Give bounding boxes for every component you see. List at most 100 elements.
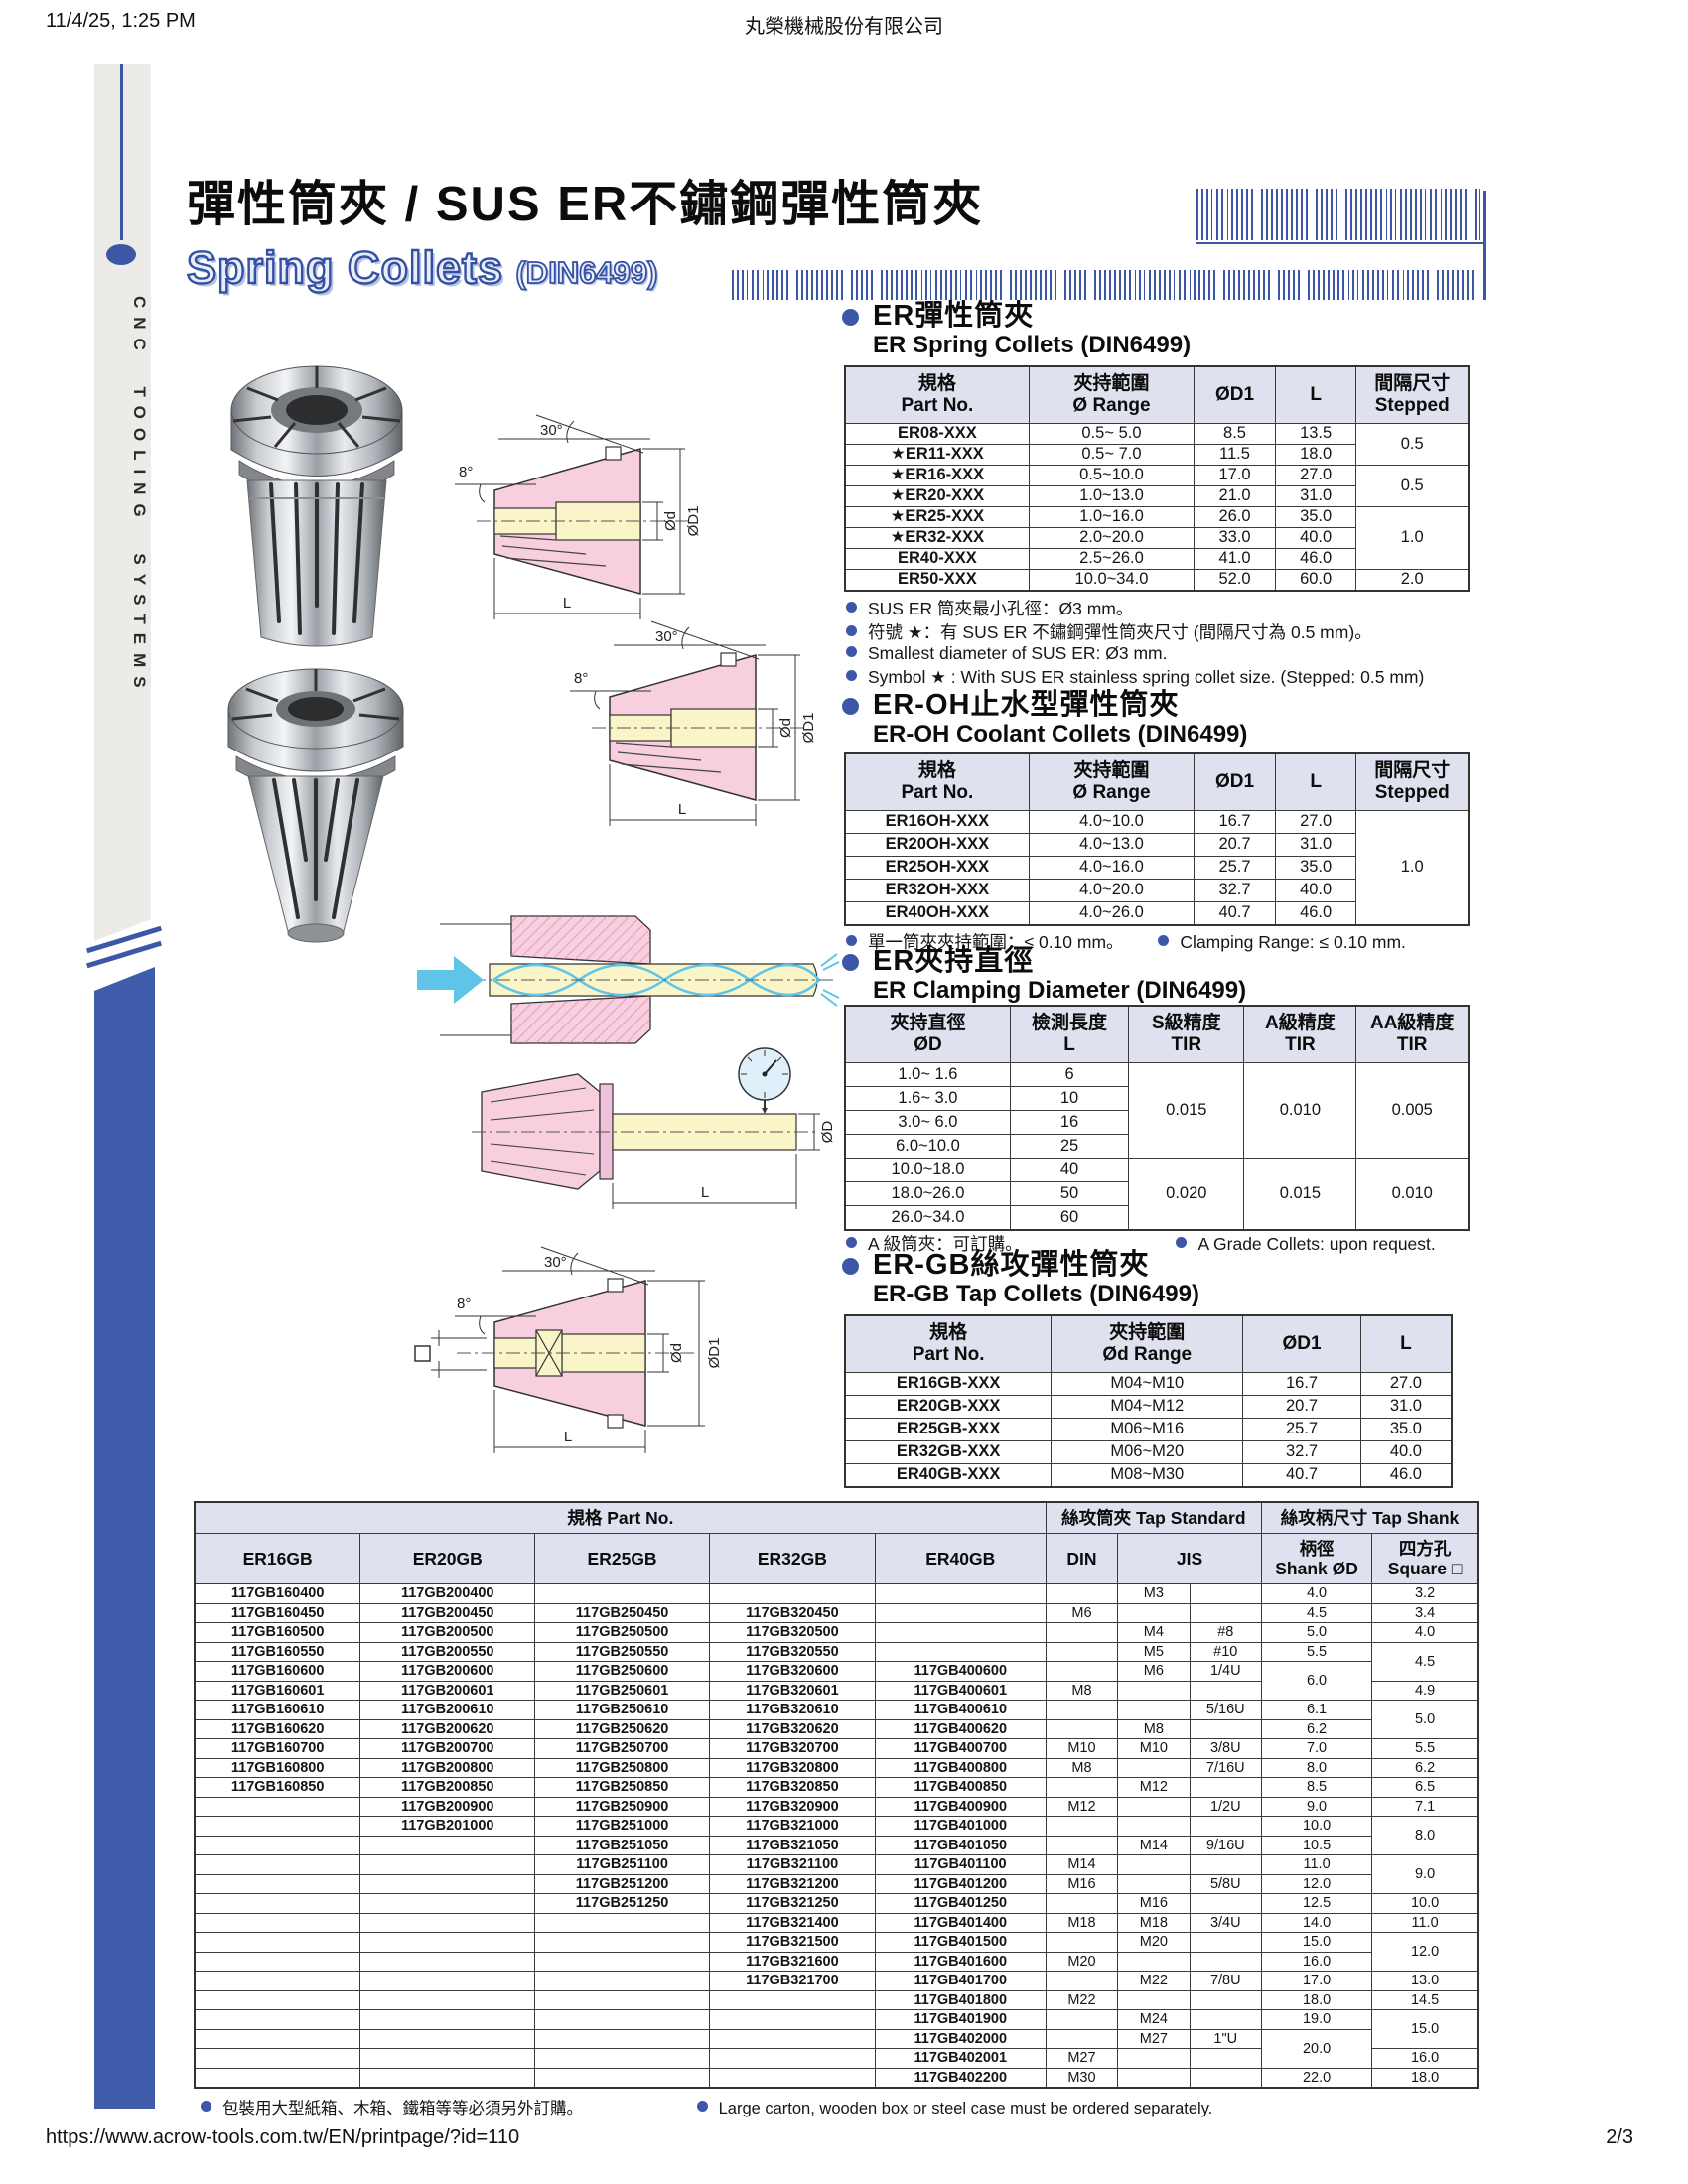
table-cell: 10.0 xyxy=(1260,1816,1373,1837)
page-subtitle: Spring Collets (DIN6499) xyxy=(186,241,659,294)
table-cell xyxy=(359,2048,536,2069)
table-cell: 117GB200500 xyxy=(359,1622,536,1643)
table-row: 1.0~ 1.6 6 0.015 0.010 0.005 xyxy=(844,1061,1470,1159)
table-cell xyxy=(708,2028,876,2050)
table-cell: 25 xyxy=(1009,1133,1130,1159)
table-cell: 117GB160400 xyxy=(194,1583,361,1604)
note-text: 符號 ★：有 SUS ER 不鏽鋼彈性筒夾尺寸 (間隔尺寸為 0.5 mm)。 xyxy=(868,622,1372,642)
table-row: 117GB402200 M30 22.0 18.0 xyxy=(194,2067,1479,2089)
table-cell: 32.7 xyxy=(1242,1439,1361,1464)
table-cell: 117GB321000 xyxy=(708,1816,876,1837)
table-cell: 117GB160600 xyxy=(194,1661,361,1682)
footer-page-number: 2/3 xyxy=(1606,2126,1633,2148)
table-cell: 117GB201000 xyxy=(359,1816,536,1837)
table-cell: 117GB250620 xyxy=(534,1718,710,1740)
angle-8-label: 8° xyxy=(574,670,588,687)
table-cell: M20 xyxy=(1045,1951,1119,1973)
od1-label: ØD1 xyxy=(706,1338,723,1369)
table-cell xyxy=(194,1873,361,1895)
coolant-flow-diagram xyxy=(417,915,840,1044)
table-cell: 14.0 xyxy=(1260,1912,1373,1934)
table-cell: M16 xyxy=(1045,1873,1119,1895)
table-cell: 19.0 xyxy=(1260,2009,1373,2030)
length-label: L xyxy=(701,1184,709,1201)
table-cell: 10.0 xyxy=(1371,1893,1479,1914)
table-cell: 40.7 xyxy=(1194,900,1276,926)
table-cell xyxy=(194,1971,361,1991)
column-header: ER16GB xyxy=(194,1533,361,1585)
table-cell: 16 xyxy=(1009,1109,1130,1135)
table-cell: 117GB320850 xyxy=(708,1777,876,1798)
table-cell: 117GB250601 xyxy=(534,1680,710,1702)
er-gb-tap-collets-table: 規格 Part No. 夾持範圍 Ød Range ØD1 L ER16GB-XXX M04~… xyxy=(844,1314,1453,1488)
table-cell: ER32OH-XXX xyxy=(844,878,1030,902)
note-line: 單一筒夾夾持範圍：≤ 0.10 mm。 Clamping Range: ≤ 0.… xyxy=(846,929,1406,954)
table-cell: 117GB200450 xyxy=(359,1602,536,1624)
table-row: ★ER25-XXX 1.0~16.0 26.0 35.0 1.0 xyxy=(844,505,1470,570)
er-oh-collet-diagram: 30° 8° Ød ØD1 L xyxy=(570,620,817,826)
table-cell xyxy=(1045,1583,1119,1604)
table-cell: 7/16U xyxy=(1189,1757,1262,1779)
table-cell xyxy=(1045,1718,1119,1740)
table-cell xyxy=(874,1622,1047,1643)
table-cell: 7.0 xyxy=(1260,1738,1373,1759)
table-cell: 16.7 xyxy=(1242,1371,1361,1396)
table-cell xyxy=(534,2028,710,2050)
sidebar-blue-block xyxy=(94,967,155,2109)
table-cell: 117GB400850 xyxy=(874,1777,1047,1798)
table-cell xyxy=(194,1951,361,1973)
column-header: 絲攻筒夾 Tap Standard xyxy=(1045,1501,1262,1535)
table-cell: M27 xyxy=(1117,2028,1191,2050)
table-cell: 117GB401900 xyxy=(874,2009,1047,2030)
table-cell xyxy=(1117,1816,1191,1837)
table-cell: M6 xyxy=(1045,1602,1119,1624)
table-cell xyxy=(1045,1893,1119,1914)
table-cell xyxy=(194,1835,361,1856)
table-cell: 117GB200550 xyxy=(359,1641,536,1663)
table-cell: 50 xyxy=(1009,1180,1130,1206)
table-cell: M12 xyxy=(1045,1796,1119,1818)
table-cell: ★ER16-XXX xyxy=(844,464,1030,486)
table-cell: 117GB321200 xyxy=(708,1873,876,1895)
section-er-clamping: ER夾持直徑 ER Clamping Diameter (DIN6499) xyxy=(842,945,1482,1004)
table-cell xyxy=(1189,1718,1262,1740)
table-cell: 0.015 xyxy=(1243,1157,1357,1231)
column-header: ØD1 xyxy=(1194,365,1276,424)
table-row: 117GB160700 117GB200700 117GB250700 117GB32… xyxy=(194,1738,1479,1759)
table-cell: 17.0 xyxy=(1194,464,1276,486)
table-cell: 46.0 xyxy=(1274,547,1357,570)
table-cell: 5.0 xyxy=(1371,1700,1479,1740)
column-header: 檢測長度 L xyxy=(1009,1005,1130,1063)
table-row: ER25OH-XXX 4.0~16.0 25.7 35.0 xyxy=(844,855,1469,880)
table-row: ER40GB-XXX M08~M30 40.7 46.0 xyxy=(844,1462,1453,1488)
table-cell: 3/8U xyxy=(1189,1738,1262,1759)
table-cell xyxy=(1189,2048,1262,2069)
column-header: L xyxy=(1274,752,1357,811)
table-cell: 117GB250900 xyxy=(534,1796,710,1818)
table-cell: 117GB400800 xyxy=(874,1757,1047,1779)
table-cell: 117GB401800 xyxy=(874,1989,1047,2011)
table-cell: 117GB200700 xyxy=(359,1738,536,1759)
table-row: 117GB251050 117GB321050 117GB401050 M14 9/16… xyxy=(194,1835,1478,1856)
table-row: 117GB200900 117GB250900 117GB320900 117GB40… xyxy=(194,1796,1479,1818)
table-cell: 117GB401200 xyxy=(874,1873,1047,1895)
table-cell: 16.0 xyxy=(1260,1951,1373,1973)
table-cell: #10 xyxy=(1189,1641,1262,1663)
table-cell: 18.0~26.0 xyxy=(844,1180,1011,1206)
table-cell: 11.0 xyxy=(1371,1912,1479,1934)
column-header: 間隔尺寸 Stepped xyxy=(1355,365,1470,424)
er-collet-photo-bottom xyxy=(227,668,404,943)
table-cell xyxy=(1189,1777,1262,1798)
table-cell: M4 xyxy=(1117,1622,1191,1643)
table-cell xyxy=(1045,1641,1119,1663)
section-bullet-icon xyxy=(842,698,859,715)
table-cell xyxy=(359,2009,536,2030)
column-header: ØD1 xyxy=(1194,752,1276,811)
table-cell: 4.0~26.0 xyxy=(1028,900,1196,926)
table-cell: 46.0 xyxy=(1359,1462,1453,1488)
table-cell: 11.0 xyxy=(1260,1854,1373,1875)
column-header: 規格 Part No. xyxy=(844,1314,1053,1373)
table-cell: 31.0 xyxy=(1359,1394,1453,1419)
table-cell: 4.5 xyxy=(1371,1641,1479,1682)
table-row: 26.0~34.0 60 xyxy=(844,1204,1469,1231)
